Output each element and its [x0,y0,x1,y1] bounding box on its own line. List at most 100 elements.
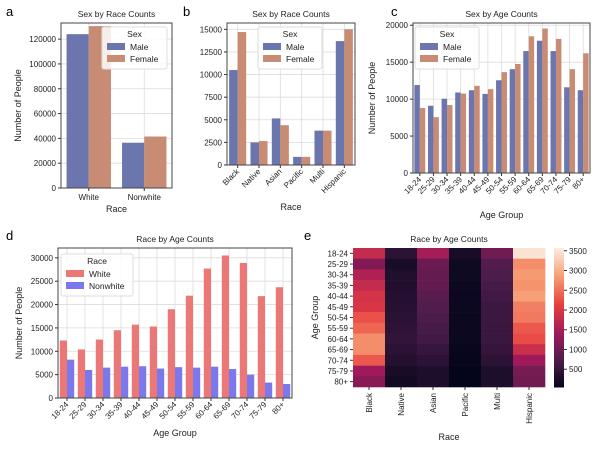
bar-female-Nonwhite [144,136,167,188]
heatmap-cell-Asian-55-59 [417,322,450,334]
colorbar-segment [554,271,564,274]
colorbar-tick-label: 2000 [569,306,587,315]
y-axis-label: Number of People [13,69,23,142]
y-tick-label: 40-44 [328,292,349,301]
legend-title: Race [87,256,107,266]
y-axis-label: Age Group [310,296,320,340]
x-tick-label: Pacific [461,393,470,417]
colorbar-segment [554,280,564,284]
bar-nonwhite-25-29 [85,369,93,398]
x-tick-label: Native [397,392,406,415]
x-tick-label: Native [240,167,263,190]
heatmap-cell-Multi-65-69 [481,344,514,356]
colorbar-segment [554,305,564,309]
colorbar-segment [554,336,564,339]
y-tick-label: 80+ [334,378,348,387]
colorbar-segment [554,359,564,363]
colorbar-segment [554,329,564,332]
axes-frame [226,22,356,166]
heatmap-cell-Asian-25-29 [417,258,450,270]
heatmap-cell-Pacific-70-74 [449,354,482,366]
legend-title: Sex [440,29,455,39]
y-tick-label: 80000 [34,85,57,94]
colorbar-segment [554,268,564,272]
colorbar-segment [554,368,564,372]
bar-male-Pacific [293,156,302,165]
bar-female-45-49 [487,89,494,173]
x-tick-label: Asian [263,167,284,188]
colorbar-segment [554,375,564,379]
colorbar-segment [554,354,564,358]
heatmap-cell-Hispanic-55-59 [513,322,546,334]
heatmap-cell-Multi-18-24 [481,248,514,259]
colorbar-segment [554,349,564,353]
legend-swatch-nonwhite [66,282,84,289]
bar-female-60-64 [528,36,535,173]
colorbar-tick-label: 2500 [569,286,587,295]
x-tick-label: 80+ [270,400,286,416]
heatmap-cell-Native-80+ [385,376,418,388]
legend-title: Sex [127,29,142,39]
heatmap-cell-Pacific-35-39 [449,280,482,292]
legend-label-female: Female [130,54,159,64]
bar-female-30-34 [447,105,453,173]
y-tick-label: 0 [52,184,57,193]
colorbar-segment [554,312,564,316]
y-tick-label: 60-64 [328,335,349,344]
heatmap-cell-Hispanic-45-49 [513,301,546,313]
colorbar: 500 1000 1500 2000 2500 3000 3500 [554,247,587,388]
heatmap-cell-Native-75-79 [385,365,418,377]
heatmap-cell-Hispanic-50-54 [513,312,546,324]
heatmap-cell-Black-45-49 [353,301,386,313]
bar-female-50-54 [501,72,507,173]
bar-male-65-69 [536,40,543,173]
heatmap-cell-Black-65-69 [353,344,386,356]
bar-nonwhite-65-69 [229,369,237,398]
bar-female-35-39 [460,93,467,173]
y-tick-label: 5000 [204,116,222,125]
y-tick-label: 7500 [204,93,222,102]
heatmap-cell-Native-25-29 [385,258,418,270]
colorbar-segment [554,319,564,323]
bar-female-Multi [323,130,332,165]
bar-white-70-74 [239,262,247,398]
legend-swatch-female [420,55,438,62]
heatmap-cell-Hispanic-40-44 [513,290,546,302]
y-tick-label: 40000 [34,134,57,143]
bar-white-60-64 [203,268,211,398]
heatmap-cell-Native-18-24 [385,248,418,259]
y-tick-label: 0 [49,394,54,403]
bar-female-80+ [583,53,589,174]
bar-female-Black [237,32,247,165]
heatmap-cell-Multi-55-59 [481,322,514,334]
panel-label-b: b [183,4,190,19]
bar-male-45-49 [482,93,488,173]
colorbar-segment [554,248,564,251]
bar-white-35-39 [113,330,121,398]
bar-white-40-44 [131,324,139,398]
heatmap-cell-Native-65-69 [385,344,418,356]
panel-label-a: a [6,4,14,19]
legend-label-female: Female [443,54,472,64]
y-tick-label: 120000 [29,35,56,44]
heatmap-cell-Native-45-49 [385,301,418,313]
bar-female-18-24 [419,107,426,173]
bar-male-Black [229,70,238,165]
colorbar-segment [554,254,564,258]
heatmap-cell-Asian-45-49 [417,301,450,313]
heatmap-cell-Asian-30-34 [417,269,450,281]
chart-title: Race by Age Counts [410,234,488,244]
colorbar-segment [554,373,564,376]
chart-title: Sex by Age Counts [465,9,537,19]
bar-white-55-59 [185,295,193,398]
heatmap-cell-Asian-35-39 [417,280,450,292]
bar-male-Nonwhite [122,142,145,188]
x-tick-label: 40-44 [122,400,143,421]
heatmap-cell-Black-75-79 [353,365,386,377]
colorbar-segment [554,363,564,367]
bar-male-Native [250,142,259,165]
colorbar-segment [554,352,564,356]
colorbar-tick-label: 3500 [569,247,587,256]
y-tick-label: 12500 [200,48,223,57]
